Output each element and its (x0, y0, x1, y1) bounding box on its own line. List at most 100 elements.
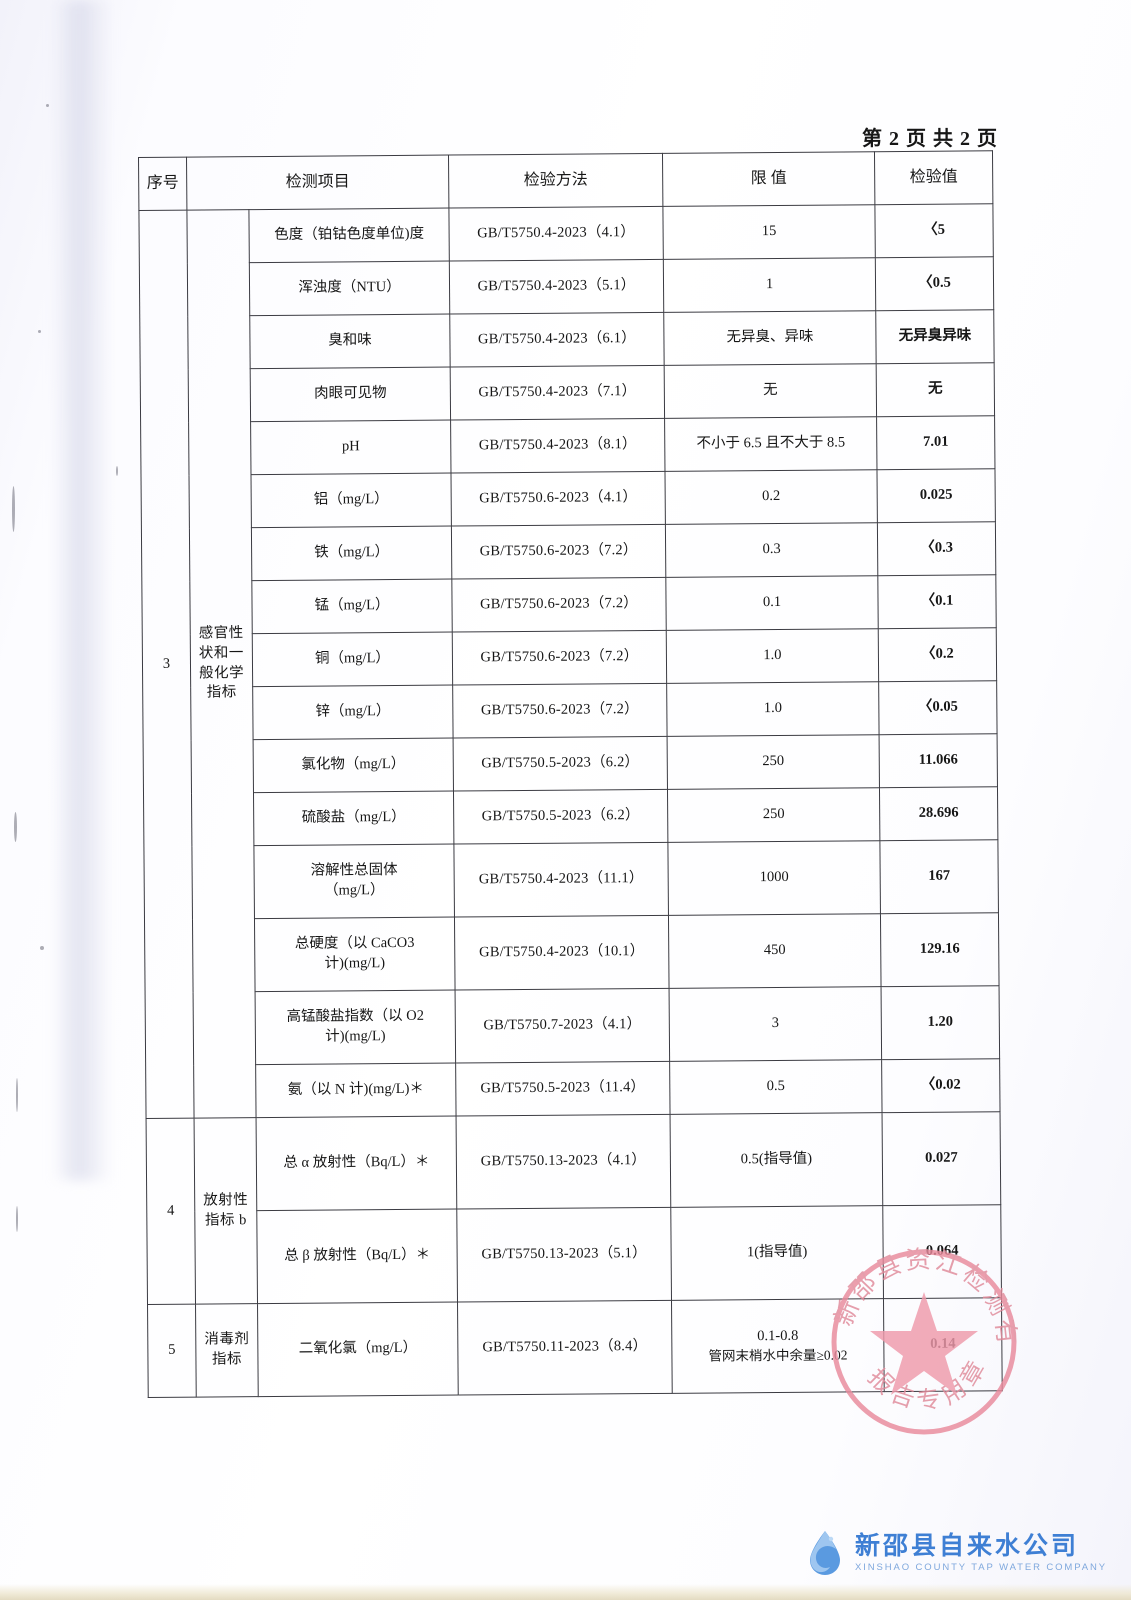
cell-measured-value: 〈0.3 (877, 521, 996, 576)
cell-measured-value: 〈0.1 (877, 574, 997, 629)
table-row: 3 感官性状和一般化学指标 色度（铂钴色度单位)度 GB/T5750.4-2023（4… (138, 203, 994, 1119)
cell-measured-value: 129.16 (880, 912, 1000, 987)
column-header-value: 检验值 (874, 150, 993, 205)
cell-test-item: 浑浊度（NTU） (249, 261, 450, 316)
column-header-method: 检验方法 (448, 153, 663, 209)
cell-test-item: 臭和味 (249, 314, 451, 369)
limit-main-text: 250 (762, 753, 785, 770)
cell-test-item: 二氧化氯（mg/L） (257, 1302, 459, 1397)
cell-measured-value: 〈5 (874, 203, 994, 258)
limit-main-text: 无异臭、异味 (726, 328, 814, 346)
cell-category: 感官性状和一般化学指标 (186, 209, 257, 1119)
cell-test-method: GB/T5750.4-2023（6.1） (449, 312, 665, 368)
cell-measured-value: 〈0.5 (875, 256, 994, 311)
cell-test-method: GB/T5750.4-2023（7.1） (450, 365, 665, 421)
cell-limit-value: 0.1 (665, 575, 879, 631)
cell-limit-value: 450 (668, 913, 882, 989)
water-drop-icon (809, 1531, 840, 1575)
cell-limit-value: 3 (669, 986, 882, 1062)
cell-limit-value: 0.2 (665, 469, 878, 525)
company-name-cn: 新邵县自来水公司 (854, 1531, 1079, 1561)
cell-test-item: 高锰酸盐指数（以 O2 计)(mg/L) (255, 990, 456, 1065)
cell-limit-value: 0.5 (669, 1059, 883, 1115)
cell-test-method: GB/T5750.7-2023（4.1） (455, 988, 670, 1064)
cell-test-item: 肉眼可见物 (250, 367, 451, 422)
scan-speck (40, 946, 44, 950)
table-row: 高锰酸盐指数（以 O2 计)(mg/L) GB/T5750.7-2023（4.1）… (145, 985, 1000, 1066)
limit-main-text: 不小于 6.5 且不大于 8.5 (696, 434, 846, 452)
cell-measured-value: 28.696 (879, 786, 998, 841)
table-row: 硫酸盐（mg/L） GB/T5750.5-2023（6.2） 250 28.696 (143, 786, 998, 847)
cell-test-item: 硫酸盐（mg/L） (253, 791, 454, 846)
cell-test-method: GB/T5750.4-2023（8.1） (450, 418, 666, 474)
report-table-container: 序号 检测项目 检验方法 限 值 检验值 3 感官性状和一般化学指标 色度（铂钴色度… (138, 150, 1003, 1398)
cell-measured-value: 0.025 (876, 468, 996, 523)
scan-speck (38, 330, 41, 333)
scan-speck (46, 104, 49, 107)
cell-test-item: 色度（铂钴色度单位)度 (248, 208, 450, 263)
table-row: 锰（mg/L） GB/T5750.6-2023（7.2） 0.1 〈0.1 (142, 574, 997, 635)
cell-limit-value: 不小于 6.5 且不大于 8.5 (664, 416, 877, 472)
cell-limit-value: 0.3 (665, 522, 878, 578)
company-name-en: XINSHAO COUNTY TAP WATER COMPANY (854, 1562, 1107, 1574)
limit-main-text: 0.1-0.8 (757, 1327, 799, 1344)
table-header: 序号 检测项目 检验方法 限 值 检验值 (138, 150, 993, 211)
table-row: 铜（mg/L） GB/T5750.6-2023（7.2） 1.0 〈0.2 (142, 627, 997, 688)
table-row: 氯化物（mg/L） GB/T5750.5-2023（6.2） 250 11.066 (143, 733, 998, 794)
cell-test-method: GB/T5750.4-2023（10.1） (454, 915, 670, 991)
cell-limit-value: 250 (667, 734, 880, 790)
cell-test-method: GB/T5750.5-2023（6.2） (453, 736, 668, 792)
column-header-item: 检测项目 (186, 155, 449, 211)
cell-category: 消毒剂指标 (195, 1303, 259, 1398)
limit-main-text: 1000 (759, 869, 789, 886)
cell-test-item: 总硬度（以 CaCO3 计)(mg/L) (254, 917, 456, 992)
cell-measured-value: 11.066 (879, 733, 998, 788)
cell-test-method: GB/T5750.4-2023（5.1） (449, 259, 664, 315)
cell-test-method: GB/T5750.6-2023（7.2） (451, 577, 667, 633)
cell-measured-value: 无 (876, 362, 995, 417)
cell-measured-value: 无异臭异味 (875, 309, 995, 364)
column-header-limit: 限 值 (662, 151, 875, 207)
cell-measured-value: 1.20 (881, 985, 1000, 1060)
table-row: 肉眼可见物 GB/T5750.4-2023（7.1） 无 无 (140, 362, 995, 423)
limit-main-text: 0.5 (766, 1078, 785, 1095)
cell-limit-value: 1000 (667, 840, 881, 916)
limit-main-text: 1.0 (763, 647, 782, 664)
scan-speck (14, 812, 17, 842)
page-number-header: 第 2 页 共 2 页 (862, 128, 998, 150)
cell-limit-value: 250 (667, 787, 880, 843)
table-row: 浑浊度（NTU） GB/T5750.4-2023（5.1） 1 〈0.5 (139, 256, 994, 317)
cell-limit-value: 1.0 (666, 681, 880, 737)
cell-test-item: 锰（mg/L） (251, 579, 453, 634)
cell-measured-value: 0.027 (882, 1111, 1001, 1206)
cell-test-method: GB/T5750.5-2023（11.4） (455, 1061, 671, 1117)
cell-limit-value: 0.5(指导值) (670, 1112, 883, 1208)
cell-limit-value: 无 (664, 363, 877, 419)
cell-category: 放射性指标 b (194, 1117, 258, 1305)
scan-speck (16, 1078, 18, 1112)
cell-test-item: 铜（mg/L） (252, 632, 453, 687)
table-row: pH GB/T5750.4-2023（8.1） 不小于 6.5 且不大于 8.5 7.… (141, 415, 995, 476)
limit-main-text: 0.3 (762, 541, 781, 558)
column-header-seq: 序号 (138, 157, 187, 211)
cell-limit-value: 0.1-0.8 管网末梢水中余量≥0.02 (671, 1298, 885, 1394)
cell-measured-value: 167 (879, 839, 999, 914)
cell-test-method: GB/T5750.6-2023（4.1） (451, 471, 666, 527)
limit-main-text: 无 (763, 382, 778, 399)
limit-note-text: 管网末梢水中余量≥0.02 (708, 1347, 848, 1364)
table-row: 总 β 放射性（Bq/L）＊ GB/T5750.13-2023（5.1） 1(指导值… (147, 1204, 1002, 1305)
table-row: 溶解性总固体 （mg/L） GB/T5750.4-2023（11.1） 1000 16… (144, 839, 999, 920)
limit-main-text: 15 (761, 223, 777, 240)
cell-limit-value: 无异臭、异味 (663, 310, 877, 366)
scan-speck (16, 1206, 18, 1232)
cell-sequence-number: 5 (147, 1304, 197, 1398)
limit-main-text: 0.2 (762, 488, 781, 505)
table-row: 铝（mg/L） GB/T5750.6-2023（4.1） 0.2 0.025 (141, 468, 996, 529)
company-footer-logo: 新邵县自来水公司 XINSHAO COUNTY TAP WATER COMPAN… (805, 1530, 1107, 1576)
cell-test-item: 铝（mg/L） (250, 473, 452, 528)
cell-test-item: 氯化物（mg/L） (253, 738, 454, 793)
water-quality-report-table: 序号 检测项目 检验方法 限 值 检验值 3 感官性状和一般化学指标 色度（铂钴色度… (138, 150, 1003, 1398)
limit-main-text: 1 (765, 276, 774, 293)
cell-limit-value: 1.0 (666, 628, 879, 684)
